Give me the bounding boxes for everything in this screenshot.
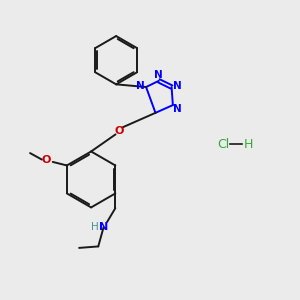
Text: N: N <box>173 103 182 114</box>
Text: O: O <box>114 126 124 136</box>
Text: N: N <box>99 222 108 232</box>
Text: H: H <box>244 138 253 151</box>
Text: N: N <box>136 81 145 91</box>
Text: O: O <box>42 154 51 165</box>
Text: H: H <box>92 222 99 232</box>
Text: N: N <box>154 70 163 80</box>
Text: Cl: Cl <box>218 138 230 151</box>
Text: N: N <box>173 81 182 91</box>
